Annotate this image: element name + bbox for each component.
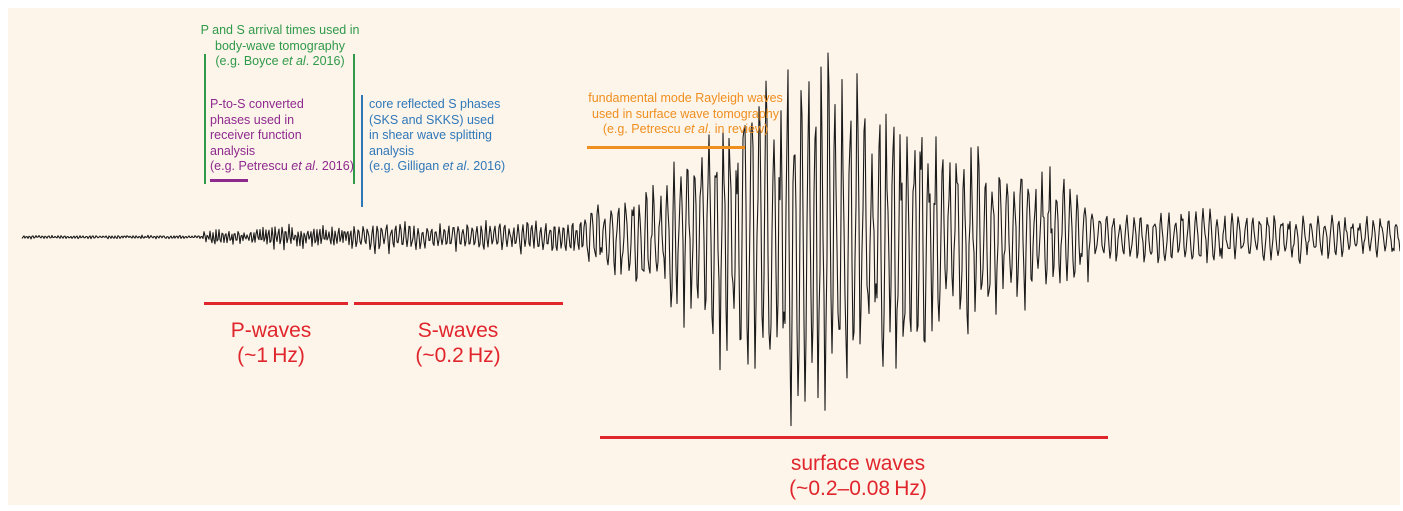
s-arrival-marker — [353, 54, 355, 184]
surface-citation: (e.g. Petrescu et al. in review) — [602, 122, 769, 136]
rayleigh-wave-bar — [587, 146, 745, 149]
body-wave-line1: P and S arrival times used in — [200, 23, 360, 37]
seismogram-figure: P and S arrival times used in body-wave … — [8, 8, 1400, 505]
surface-line2: used in surface wave tomography — [592, 106, 779, 121]
p-waves-bar — [204, 302, 348, 305]
receiver-line3: receiver function — [210, 128, 302, 142]
seismogram-trace — [21, 52, 1400, 427]
receiver-line1: P-to-S converted — [210, 97, 304, 111]
receiver-line4: analysis — [210, 143, 256, 158]
sks-marker — [361, 95, 363, 207]
shear-line1: core reflected S phases — [369, 97, 501, 111]
receiver-function-bar — [210, 179, 248, 182]
body-wave-line2: body-wave tomography — [215, 38, 345, 53]
s-waves-label: S-waves (~0.2 Hz) — [383, 318, 533, 368]
receiver-citation: (e.g. Petrescu et al. 2016) — [210, 159, 354, 173]
surface-waves-freq: (~0.2–0.08 Hz) — [789, 477, 927, 500]
body-wave-tomography-note: P and S arrival times used in body-wave … — [190, 23, 370, 70]
surface-wave-tomography-note: fundamental mode Rayleigh waves used in … — [578, 91, 793, 138]
waveform-line — [21, 52, 1400, 427]
s-waves-name: S-waves — [417, 319, 499, 342]
receiver-function-note: P-to-S converted phases used in receiver… — [210, 97, 360, 175]
p-waves-label: P-waves (~1 Hz) — [196, 318, 346, 368]
receiver-line2: phases used in — [210, 112, 295, 127]
surface-waves-name: surface waves — [790, 452, 926, 475]
p-waves-name: P-waves — [230, 319, 312, 342]
surface-waves-bar — [600, 436, 1108, 439]
s-waves-freq: (~0.2 Hz) — [415, 344, 501, 367]
body-wave-citation: (e.g. Boyce et al. 2016) — [215, 54, 345, 68]
p-waves-freq: (~1 Hz) — [237, 344, 305, 367]
surface-line1: fundamental mode Rayleigh waves — [588, 91, 783, 105]
shear-wave-splitting-note: core reflected S phases (SKS and SKKS) u… — [369, 97, 539, 175]
shear-citation: (e.g. Gilligan et al. 2016) — [369, 159, 506, 173]
surface-waves-label: surface waves (~0.2–0.08 Hz) — [708, 451, 1008, 501]
shear-line4: analysis — [369, 143, 415, 158]
shear-line3: in shear wave splitting — [369, 128, 492, 142]
s-waves-bar — [354, 302, 563, 305]
shear-line2: (SKS and SKKS) used — [369, 112, 495, 127]
p-arrival-marker — [204, 54, 206, 184]
